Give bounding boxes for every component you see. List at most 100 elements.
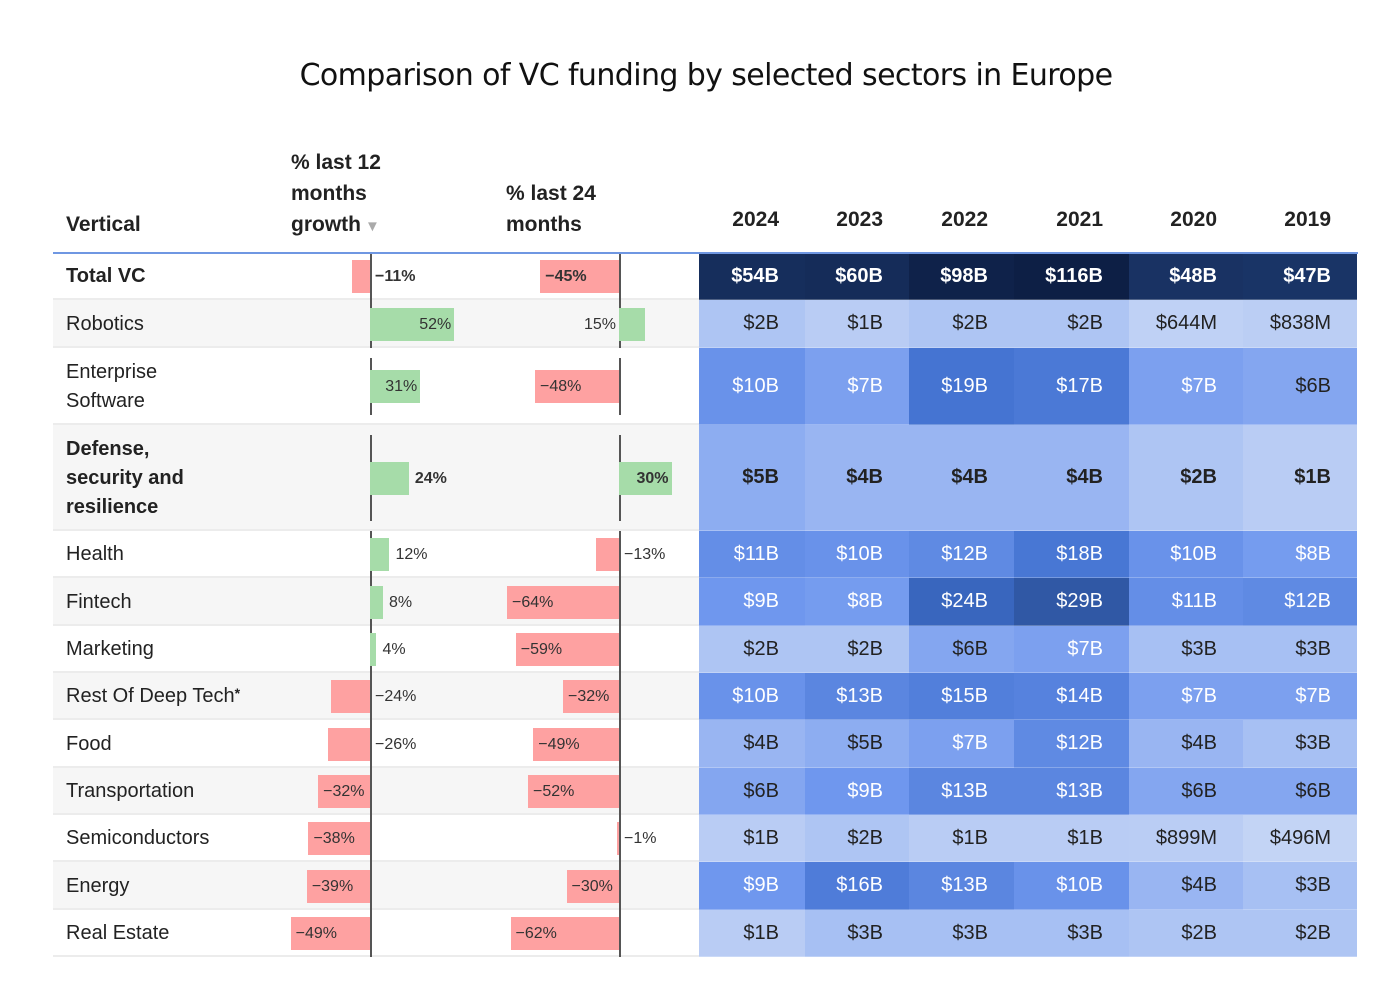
- growth12-label: −26%: [375, 735, 417, 753]
- heatmap-cell: $4B: [1129, 862, 1243, 910]
- heatmap-value: $7B: [1295, 684, 1331, 707]
- heatmap-value: $54B: [731, 264, 779, 287]
- column-header-growth24[interactable]: % last 24 months: [506, 178, 596, 240]
- heatmap-value: $10B: [732, 684, 779, 707]
- heatmap-cell: $13B: [1014, 768, 1129, 815]
- column-header-year-2023[interactable]: 2023: [836, 208, 883, 231]
- growth12-header-line: growth: [291, 213, 361, 236]
- growth12-label: −32%: [323, 783, 365, 800]
- row-label: Robotics: [66, 310, 144, 339]
- heatmap-cell: $644M: [1129, 300, 1243, 348]
- heatmap-cell: $2B: [805, 626, 909, 673]
- heatmap-value: $1B: [952, 826, 988, 849]
- growth12-header-line: % last 12: [291, 151, 381, 174]
- growth12-label: −49%: [295, 925, 337, 942]
- growth12-bar: [370, 370, 421, 403]
- heatmap-cell: $1B: [805, 300, 909, 348]
- heatmap-cell: $6B: [1129, 768, 1243, 815]
- heatmap-cell: $3B: [1243, 720, 1357, 768]
- column-header-vertical[interactable]: Vertical: [66, 213, 141, 236]
- heatmap-value: $2B: [1067, 312, 1103, 334]
- heatmap-cell: $12B: [1014, 720, 1129, 768]
- growth24-label: −13%: [624, 546, 666, 563]
- heatmap-cell: $60B: [805, 253, 909, 300]
- row-label-line: Energy: [66, 874, 130, 897]
- heatmap-cell: $116B: [1014, 253, 1129, 300]
- column-header-year-2019[interactable]: 2019: [1284, 208, 1331, 231]
- table-row: Enterprise Software: [53, 348, 699, 425]
- heatmap-value: $7B: [1067, 637, 1103, 660]
- heatmap-cell: $496M: [1243, 815, 1357, 862]
- row-label: Enterprise Software: [66, 358, 157, 416]
- growth24-label: −52%: [533, 783, 575, 800]
- heatmap-value: $1B: [847, 312, 883, 334]
- row-label-line: Defense,: [66, 437, 150, 460]
- growth24-bar: [515, 633, 619, 666]
- growth12-bar: [370, 585, 383, 619]
- growth24-bar: [563, 680, 619, 713]
- growth24-zero-axis: [619, 720, 621, 768]
- growth12-bar: [331, 680, 370, 713]
- heatmap-cell: $7B: [909, 720, 1014, 768]
- heatmap-value: $899M: [1155, 826, 1217, 849]
- heatmap-cell: $3B: [909, 910, 1014, 957]
- sort-down-triangle-icon[interactable]: ▼: [364, 218, 380, 235]
- column-header-year-2022[interactable]: 2022: [941, 208, 988, 231]
- heatmap-cell: $12B: [909, 531, 1014, 578]
- growth12-label: 12%: [395, 546, 428, 563]
- row-label-line: Health: [66, 543, 124, 565]
- growth24-zero-axis: [619, 254, 621, 301]
- chart-title: Comparison of VC funding by selected sec…: [299, 58, 1113, 93]
- heatmap-cell: $10B: [1129, 531, 1243, 578]
- heatmap-value: $10B: [1170, 542, 1217, 565]
- heatmap-value: $47B: [1283, 264, 1331, 287]
- column-header-year-2020[interactable]: 2020: [1170, 208, 1217, 231]
- heatmap-cell: $7B: [1243, 673, 1357, 720]
- heatmap-cell: $10B: [805, 531, 909, 578]
- growth24-label: −64%: [512, 593, 554, 611]
- heatmap-value: $12B: [941, 542, 988, 565]
- growth12-bar: [327, 727, 370, 761]
- table-row: Health: [53, 531, 699, 578]
- row-label-line: Fintech: [66, 590, 132, 613]
- column-header-year-2021[interactable]: 2021: [1056, 208, 1103, 231]
- growth12-label: 24%: [414, 469, 447, 487]
- growth24-bar: [619, 461, 672, 495]
- growth12-label: 52%: [419, 315, 452, 333]
- growth24-bar: [535, 370, 619, 403]
- heatmap-cell: $17B: [1014, 348, 1129, 425]
- heatmap-cell: $5B: [805, 720, 909, 768]
- heatmap-value: $1B: [1294, 466, 1331, 488]
- heatmap-value: $14B: [1056, 684, 1103, 707]
- heatmap-value: $1B: [1067, 826, 1103, 849]
- row-label-line: resilience: [66, 495, 159, 518]
- heatmap-cell: $13B: [909, 768, 1014, 815]
- heatmap-value: $6B: [1295, 779, 1331, 802]
- heatmap-cell: $899M: [1129, 815, 1243, 862]
- heatmap-value: $12B: [1284, 590, 1331, 612]
- growth24-zero-axis: [619, 578, 621, 626]
- heatmap-value: $2B: [743, 312, 779, 334]
- growth24-label: −32%: [568, 688, 610, 705]
- row-label-line: Marketing: [66, 638, 154, 660]
- heatmap-cell: $2B: [909, 300, 1014, 348]
- column-header-year-2024[interactable]: 2024: [732, 208, 779, 231]
- heatmap-value: $9B: [743, 874, 779, 896]
- heatmap-value: $3B: [952, 921, 988, 944]
- heatmap-cell: $3B: [1129, 626, 1243, 673]
- heatmap-cell: $7B: [1129, 673, 1243, 720]
- row-label-line: Software: [66, 389, 145, 412]
- heatmap-value: $4B: [951, 466, 988, 488]
- growth24-bar: [533, 727, 619, 761]
- growth12-label: −11%: [375, 268, 416, 285]
- growth24-label: 15%: [584, 315, 617, 333]
- heatmap-cell: $12B: [1243, 578, 1357, 626]
- growth24-bar: [619, 307, 646, 341]
- heatmap-value: $7B: [1181, 684, 1217, 707]
- growth24-bar: [528, 775, 619, 808]
- row-label: Marketing: [66, 635, 154, 664]
- heatmap-value: $9B: [847, 779, 883, 802]
- heatmap-cell: $18B: [1014, 531, 1129, 578]
- heatmap-cell: $2B: [699, 300, 805, 348]
- column-header-growth12[interactable]: % last 12 months growth ▼: [291, 147, 381, 242]
